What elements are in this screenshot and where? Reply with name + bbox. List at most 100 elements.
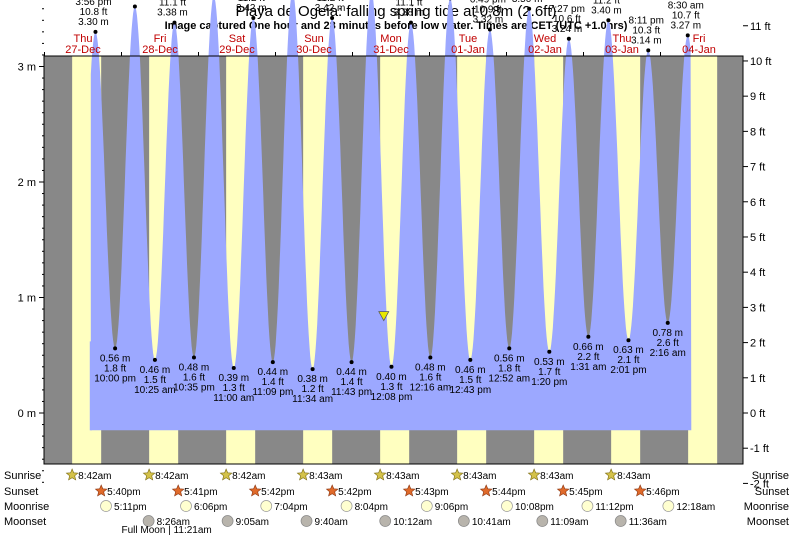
right-tick-label: 4 ft bbox=[750, 267, 765, 279]
high-ft: 10.8 ft bbox=[80, 7, 108, 18]
high-ft: 11.1 ft bbox=[395, 0, 422, 9]
moonrise-time: 6:06pm bbox=[194, 502, 227, 513]
low-m: 0.63 m bbox=[613, 345, 644, 356]
low-ft: 1.3 ft bbox=[223, 383, 245, 394]
right-tick-label: -1 ft bbox=[750, 443, 769, 455]
day-date: 03-Jan bbox=[605, 44, 639, 56]
moonset-icon bbox=[300, 515, 313, 527]
high-m: 3.14 m bbox=[631, 35, 662, 46]
low-ft: 2.2 ft bbox=[577, 352, 599, 363]
low-ft: 1.5 ft bbox=[144, 375, 166, 386]
tide-point bbox=[487, 27, 492, 32]
tide-point bbox=[191, 355, 196, 360]
row-label-left: Sunrise bbox=[4, 470, 41, 482]
day-weekday: Thu bbox=[613, 33, 632, 45]
sunset-icon bbox=[402, 484, 416, 497]
row-label-left: Moonrise bbox=[4, 501, 49, 513]
tide-point bbox=[408, 20, 413, 25]
tide-curve bbox=[89, 0, 692, 431]
moonset-icon bbox=[457, 515, 470, 527]
high-m: 3.42 m bbox=[236, 3, 267, 14]
day-weekday: Tue bbox=[459, 33, 478, 45]
low-ft: 1.2 ft bbox=[301, 384, 323, 395]
sunrise-icon bbox=[296, 468, 310, 481]
row-label-right: Sunset bbox=[755, 486, 789, 498]
low-m: 0.44 m bbox=[336, 367, 367, 378]
sunrise-time: 8:43am bbox=[309, 471, 342, 482]
left-tick-label: 2 m bbox=[18, 177, 36, 189]
sunset-time: 5:44pm bbox=[492, 487, 525, 498]
moonrise-icon bbox=[581, 500, 594, 512]
moonset-time: 10:12am bbox=[393, 517, 432, 528]
sunrise-icon bbox=[65, 468, 79, 481]
tide-point bbox=[349, 360, 354, 365]
tide-point bbox=[547, 349, 552, 354]
high-ft: 11.2 ft bbox=[238, 0, 265, 4]
right-tick-label: 10 ft bbox=[750, 56, 771, 68]
sunset-time: 5:46pm bbox=[646, 487, 679, 498]
sunset-time: 5:42pm bbox=[261, 487, 294, 498]
sunset-time: 5:41pm bbox=[184, 487, 217, 498]
low-time: 12:08 pm bbox=[371, 392, 413, 403]
low-m: 0.48 m bbox=[179, 363, 210, 374]
tide-point bbox=[507, 346, 512, 351]
sunrise-time: 8:43am bbox=[386, 471, 419, 482]
low-time: 11:09 pm bbox=[252, 387, 293, 398]
sunset-time: 5:40pm bbox=[107, 487, 140, 498]
low-time: 1:31 am bbox=[570, 362, 606, 373]
high-ft: 11.1 ft bbox=[159, 0, 186, 9]
low-time: 12:16 am bbox=[409, 383, 451, 394]
row-label-right: Moonset bbox=[747, 516, 789, 528]
sunrise-icon bbox=[373, 468, 387, 481]
sunset-icon bbox=[556, 484, 570, 497]
sunset-icon bbox=[171, 484, 185, 497]
high-time: 8:11 pm bbox=[629, 15, 664, 26]
high-ft: 11.2 ft bbox=[593, 0, 620, 6]
sunrise-time: 8:43am bbox=[540, 471, 573, 482]
moonset-icon bbox=[221, 515, 234, 527]
tide-area bbox=[90, 0, 692, 431]
low-ft: 1.6 ft bbox=[419, 373, 441, 384]
tide-point bbox=[646, 48, 651, 53]
moonset-time: 9:05am bbox=[236, 517, 269, 528]
tide-point bbox=[172, 20, 177, 25]
tide-point bbox=[606, 18, 611, 23]
low-ft: 1.4 ft bbox=[340, 377, 362, 388]
high-ft: 11.2 ft bbox=[317, 0, 344, 4]
low-time: 12:43 pm bbox=[449, 385, 491, 396]
high-m: 3.32 m bbox=[473, 15, 504, 26]
low-time: 1:20 pm bbox=[531, 377, 567, 388]
moonset-icon bbox=[536, 515, 549, 527]
low-ft: 1.8 ft bbox=[104, 363, 126, 374]
row-label-left: Sunset bbox=[4, 486, 38, 498]
high-time: 7:27 pm bbox=[549, 4, 585, 15]
low-ft: 1.6 ft bbox=[183, 373, 205, 384]
moonset-time: 8:26am bbox=[157, 517, 190, 528]
sunrise-icon bbox=[604, 468, 618, 481]
chart-subtitle: Image captured One hour and 28 minutes b… bbox=[165, 20, 628, 32]
tide-point bbox=[468, 357, 473, 362]
low-m: 0.39 m bbox=[218, 373, 249, 384]
full-moon-label: Full Moon | 11:21am bbox=[122, 525, 212, 536]
right-tick-label: -2 ft bbox=[750, 478, 769, 490]
moonrise-time: 10:08pm bbox=[515, 502, 554, 513]
day-date: 30-Dec bbox=[296, 44, 332, 56]
day-date: 29-Dec bbox=[219, 44, 255, 56]
day-weekday: Thu bbox=[74, 33, 93, 45]
day-weekday: Fri bbox=[693, 33, 706, 45]
moonrise-icon bbox=[340, 500, 353, 512]
moonset-icon bbox=[142, 515, 155, 527]
moonrise-time: 8:04pm bbox=[355, 502, 388, 513]
day-weekday: Fri bbox=[154, 33, 167, 45]
low-time: 10:25 am bbox=[134, 385, 176, 396]
left-tick-label: 3 m bbox=[18, 62, 36, 74]
high-ft: 10.6 ft bbox=[553, 14, 581, 25]
tide-point bbox=[113, 346, 118, 351]
sunset-time: 5:43pm bbox=[415, 487, 448, 498]
moonrise-icon bbox=[501, 500, 513, 512]
tide-point bbox=[626, 338, 631, 343]
sunrise-time: 8:42am bbox=[78, 471, 111, 482]
sunset-time: 5:42pm bbox=[338, 487, 371, 498]
high-ft: 10.7 ft bbox=[672, 10, 700, 21]
low-ft: 2.6 ft bbox=[657, 338, 679, 349]
